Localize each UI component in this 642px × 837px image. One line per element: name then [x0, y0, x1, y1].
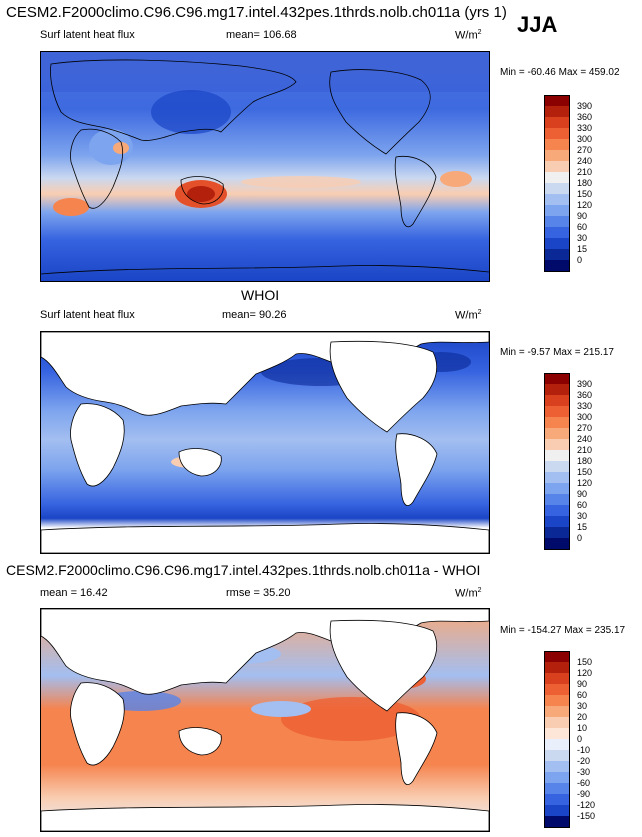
colorbar-swatch — [544, 684, 570, 695]
colorbar-swatch — [544, 494, 570, 505]
panel-model-map — [40, 51, 490, 282]
panel-obs-mean: mean= 90.26 — [222, 309, 287, 321]
colorbar-swatch — [544, 750, 570, 761]
panel-diff-map — [40, 608, 490, 832]
panel-model-minmax: Min = -60.46 Max = 459.02 — [500, 67, 620, 78]
diff-land-australia — [178, 727, 222, 756]
colorbar-swatch — [544, 216, 570, 227]
colorbar-swatch — [544, 227, 570, 238]
panel-diff-mean: mean = 16.42 — [40, 587, 108, 599]
colorbar-swatch — [544, 194, 570, 205]
panel-diff-colorbar — [544, 651, 570, 828]
colorbar-swatch — [544, 150, 570, 161]
colorbar-swatch — [544, 761, 570, 772]
panel-diff-title: CESM2.F2000climo.C96.C96.mg17.intel.432p… — [6, 562, 481, 578]
colorbar-swatch — [544, 205, 570, 216]
season-label: JJA — [517, 12, 558, 37]
diff-land-samerica — [395, 712, 438, 786]
panel-obs-title: WHOI — [241, 287, 280, 303]
obs-land-antarctica — [41, 523, 489, 553]
colorbar-swatch — [544, 673, 570, 684]
model-coast-namerica — [329, 69, 431, 155]
panel-obs-colorbar — [544, 373, 570, 550]
colorbar-swatch — [544, 516, 570, 527]
colorbar-swatch — [544, 117, 570, 128]
panel-diff-minmax: Min = -154.27 Max = 235.17 — [500, 625, 626, 636]
colorbar-swatch — [544, 428, 570, 439]
panel-model-units: W/m2 — [455, 29, 482, 42]
panel-obs-minmax: Min = -9.57 Max = 215.17 — [500, 347, 614, 358]
diff-land-antarctica — [41, 804, 489, 831]
colorbar-swatch — [544, 128, 570, 139]
colorbar-swatch — [544, 106, 570, 117]
panel-obs-units: W/m2 — [455, 309, 482, 322]
colorbar-swatch — [544, 183, 570, 194]
panel-diff-rmse: rmse = 35.20 — [226, 587, 291, 599]
model-coast-australia — [180, 176, 224, 205]
colorbar-swatch — [544, 505, 570, 516]
colorbar-swatch — [544, 249, 570, 260]
obs-land-africa — [70, 403, 125, 487]
colorbar-swatch — [544, 95, 570, 107]
colorbar-swatch — [544, 651, 570, 663]
panel-obs-map — [40, 331, 490, 554]
obs-land-samerica — [395, 433, 438, 507]
colorbar-swatch — [544, 238, 570, 249]
colorbar-swatch — [544, 417, 570, 428]
colorbar-swatch — [544, 527, 570, 538]
obs-land-australia — [178, 448, 222, 477]
colorbar-swatch — [544, 384, 570, 395]
colorbar-swatch — [544, 472, 570, 483]
colorbar-swatch — [544, 260, 570, 272]
model-coast-samerica — [394, 155, 437, 228]
colorbar-swatch — [544, 139, 570, 150]
colorbar-swatch — [544, 439, 570, 450]
colorbar-swatch — [544, 783, 570, 794]
panel-obs-variable: Surf latent heat flux — [40, 309, 135, 321]
diff-land-namerica — [329, 619, 437, 712]
colorbar-swatch — [544, 816, 570, 828]
colorbar-swatch — [544, 538, 570, 550]
colorbar-swatch — [544, 461, 570, 472]
colorbar-swatch — [544, 483, 570, 494]
colorbar-swatch — [544, 395, 570, 406]
colorbar-swatch — [544, 794, 570, 805]
colorbar-swatch — [544, 406, 570, 417]
colorbar-swatch — [544, 373, 570, 385]
diff-land-africa — [70, 682, 125, 766]
colorbar-swatch — [544, 172, 570, 183]
colorbar-swatch — [544, 772, 570, 783]
colorbar-swatch — [544, 739, 570, 750]
panel-model-colorbar — [544, 95, 570, 272]
model-coast-eurasia — [50, 59, 297, 141]
colorbar-swatch — [544, 706, 570, 717]
colorbar-swatch — [544, 717, 570, 728]
panel-model-mean: mean= 106.68 — [226, 29, 297, 41]
colorbar-swatch — [544, 695, 570, 706]
colorbar-swatch — [544, 161, 570, 172]
colorbar-swatch — [544, 450, 570, 461]
figure-title: CESM2.F2000climo.C96.C96.mg17.intel.432p… — [6, 4, 507, 21]
model-coast-africa — [70, 128, 124, 209]
panel-model-variable: Surf latent heat flux — [40, 29, 135, 41]
panel-diff-units: W/m2 — [455, 587, 482, 600]
colorbar-swatch — [544, 728, 570, 739]
model-coast-antarctica — [41, 265, 489, 275]
colorbar-swatch — [544, 662, 570, 673]
colorbar-swatch — [544, 805, 570, 816]
obs-land-namerica — [329, 340, 437, 433]
